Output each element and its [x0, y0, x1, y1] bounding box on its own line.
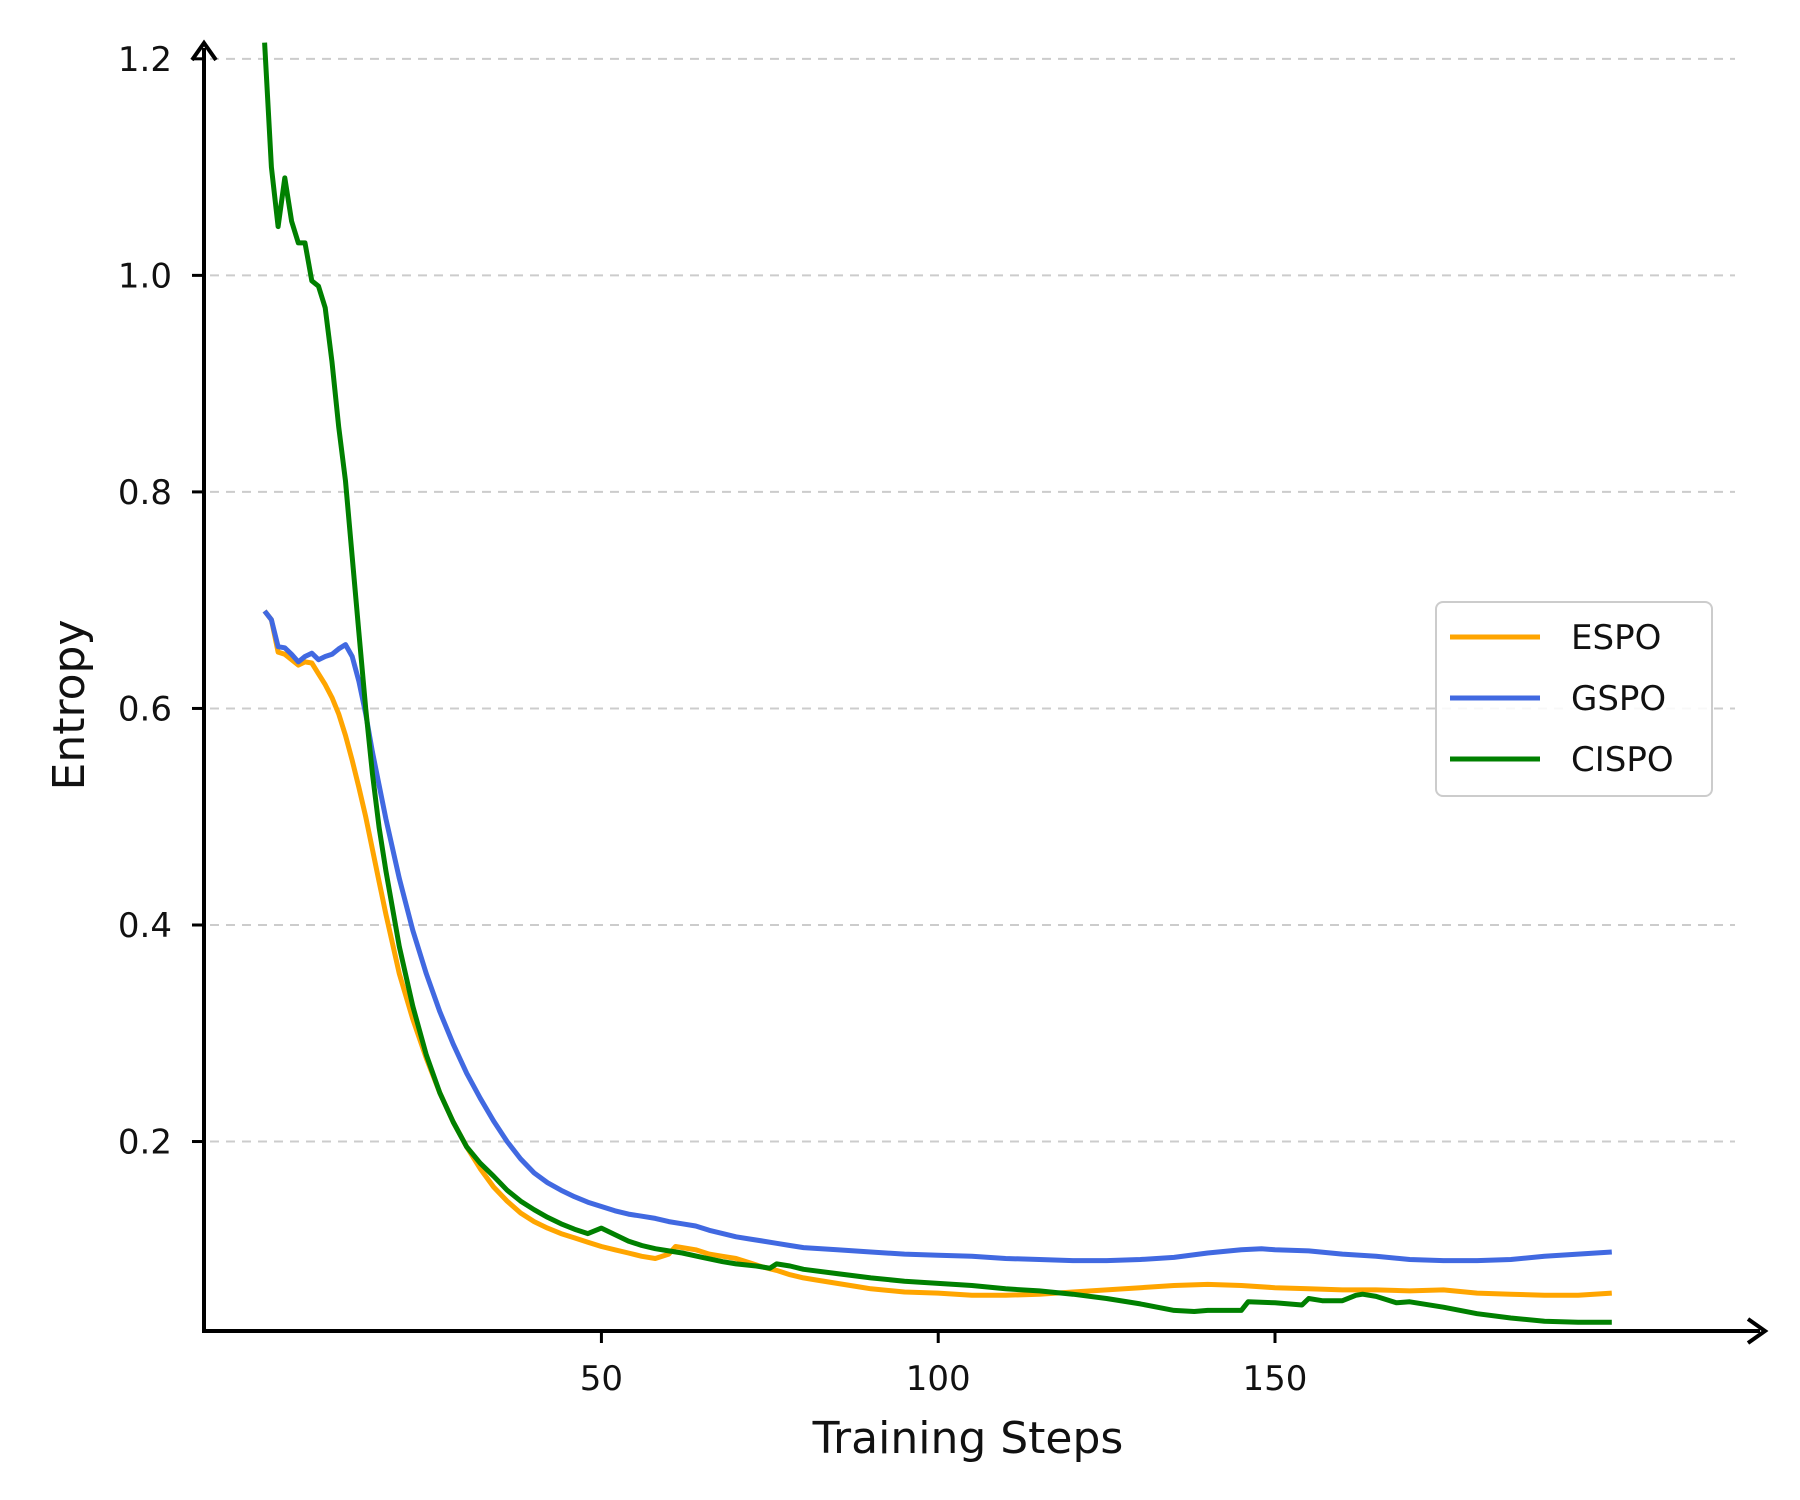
- x-tick-label: 150: [1243, 1359, 1308, 1399]
- legend: ESPO GSPO CISPO: [1435, 601, 1713, 797]
- y-tick-label: 0.4: [118, 906, 172, 946]
- y-axis-title: Entropy: [44, 620, 95, 791]
- y-tick-label: 1.2: [118, 40, 172, 80]
- legend-box: [1435, 601, 1713, 797]
- y-axis-arrowhead: [190, 39, 218, 62]
- x-tick-label: 100: [906, 1359, 971, 1399]
- legend-label-espo: ESPO: [1571, 618, 1661, 658]
- series-line-cispo: [262, 42, 1612, 1325]
- series-lines: [262, 42, 1612, 1325]
- y-tick-label: 0.6: [118, 689, 172, 729]
- y-tick-label: 1.0: [118, 256, 172, 296]
- legend-label-gspo: GSPO: [1571, 679, 1666, 719]
- series-line-gspo: [262, 609, 1612, 1264]
- y-tick-label: 0.8: [118, 473, 172, 513]
- series-line-espo: [262, 609, 1612, 1298]
- x-axis-arrowhead: [1746, 1317, 1769, 1345]
- ticks: 0.2 0.4 0.6 0.8 1.0 1.2 50 100 150: [118, 40, 1308, 1399]
- legend-label-cispo: CISPO: [1571, 740, 1674, 780]
- x-axis-title: Training Steps: [812, 1413, 1124, 1464]
- axes: [190, 39, 1769, 1345]
- x-tick-label: 50: [580, 1359, 623, 1399]
- grid-lines: [210, 57, 1735, 1143]
- y-tick-label: 0.2: [118, 1123, 172, 1163]
